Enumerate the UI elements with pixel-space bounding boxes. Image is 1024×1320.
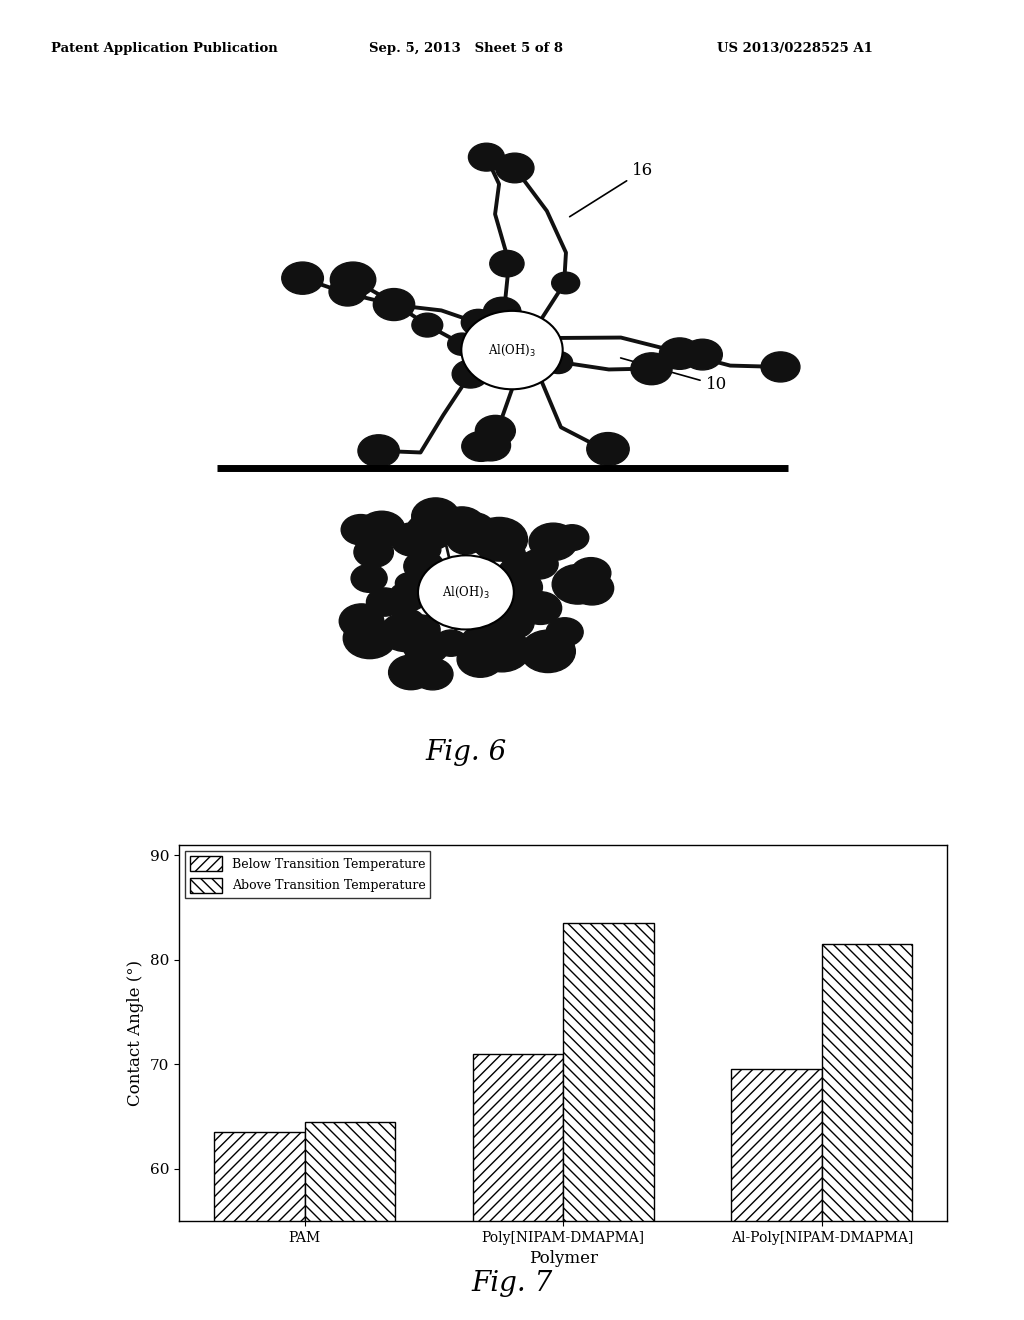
X-axis label: Polymer: Polymer: [528, 1250, 598, 1267]
Bar: [473, 1053, 563, 1221]
Circle shape: [339, 603, 384, 639]
Bar: [304, 1122, 395, 1221]
Circle shape: [391, 523, 434, 556]
Circle shape: [453, 360, 488, 388]
Text: Al(OH)$_3$: Al(OH)$_3$: [442, 585, 489, 601]
Circle shape: [520, 630, 575, 673]
Circle shape: [389, 582, 427, 611]
Circle shape: [391, 609, 425, 635]
Circle shape: [434, 630, 468, 656]
Circle shape: [631, 352, 672, 384]
Circle shape: [358, 434, 399, 467]
Circle shape: [412, 498, 460, 535]
Bar: [214, 1133, 304, 1221]
Circle shape: [331, 263, 376, 297]
Circle shape: [461, 309, 496, 335]
Circle shape: [483, 297, 521, 326]
Text: 10: 10: [621, 358, 727, 393]
Circle shape: [683, 339, 722, 370]
Circle shape: [761, 352, 800, 381]
Circle shape: [367, 587, 402, 616]
Circle shape: [519, 591, 561, 624]
Circle shape: [499, 544, 525, 564]
Circle shape: [546, 618, 583, 647]
Circle shape: [499, 558, 534, 585]
Circle shape: [544, 351, 572, 374]
Circle shape: [341, 515, 380, 545]
Circle shape: [395, 573, 422, 594]
Text: Fig. 7: Fig. 7: [471, 1270, 553, 1296]
Circle shape: [471, 430, 511, 461]
Circle shape: [413, 659, 453, 690]
Circle shape: [351, 565, 387, 593]
Circle shape: [457, 642, 504, 677]
Circle shape: [462, 432, 501, 461]
Circle shape: [474, 628, 530, 672]
Circle shape: [447, 525, 484, 554]
Circle shape: [659, 338, 700, 370]
Circle shape: [462, 628, 488, 648]
Circle shape: [469, 615, 506, 643]
Circle shape: [494, 607, 535, 639]
Circle shape: [438, 507, 485, 543]
Circle shape: [354, 537, 393, 568]
Circle shape: [475, 416, 515, 446]
Circle shape: [282, 263, 324, 294]
Circle shape: [555, 525, 589, 550]
Text: Al(OH)$_3$: Al(OH)$_3$: [488, 342, 536, 358]
Circle shape: [496, 153, 534, 182]
Circle shape: [456, 513, 495, 543]
Circle shape: [414, 540, 441, 560]
Circle shape: [412, 313, 442, 337]
Bar: [563, 923, 653, 1221]
Bar: [822, 944, 912, 1221]
Text: Patent Application Publication: Patent Application Publication: [51, 42, 278, 55]
Legend: Below Transition Temperature, Above Transition Temperature: Below Transition Temperature, Above Tran…: [185, 851, 430, 898]
Circle shape: [403, 628, 450, 664]
Circle shape: [552, 565, 603, 605]
Circle shape: [570, 572, 613, 605]
Text: US 2013/0228525 A1: US 2013/0228525 A1: [717, 42, 872, 55]
Circle shape: [329, 277, 367, 306]
Bar: [731, 1069, 822, 1221]
Text: 16: 16: [569, 162, 653, 216]
Circle shape: [587, 433, 629, 466]
Circle shape: [374, 289, 415, 321]
Circle shape: [529, 523, 578, 561]
Circle shape: [343, 618, 396, 659]
Circle shape: [468, 144, 505, 172]
Circle shape: [380, 612, 430, 652]
Circle shape: [458, 529, 487, 552]
Circle shape: [571, 557, 611, 589]
Y-axis label: Contact Angle (°): Contact Angle (°): [127, 960, 144, 1106]
Circle shape: [358, 511, 406, 548]
Circle shape: [418, 556, 514, 630]
Circle shape: [552, 272, 580, 294]
Circle shape: [447, 333, 476, 355]
Circle shape: [389, 655, 433, 690]
Circle shape: [462, 310, 563, 389]
Circle shape: [401, 615, 440, 644]
Circle shape: [503, 572, 543, 602]
Circle shape: [471, 517, 527, 561]
Circle shape: [489, 251, 524, 277]
Text: Sep. 5, 2013   Sheet 5 of 8: Sep. 5, 2013 Sheet 5 of 8: [369, 42, 562, 55]
Circle shape: [519, 549, 558, 579]
Circle shape: [407, 512, 455, 550]
Circle shape: [504, 593, 542, 622]
Circle shape: [403, 550, 444, 582]
Text: Fig. 6: Fig. 6: [425, 739, 507, 767]
